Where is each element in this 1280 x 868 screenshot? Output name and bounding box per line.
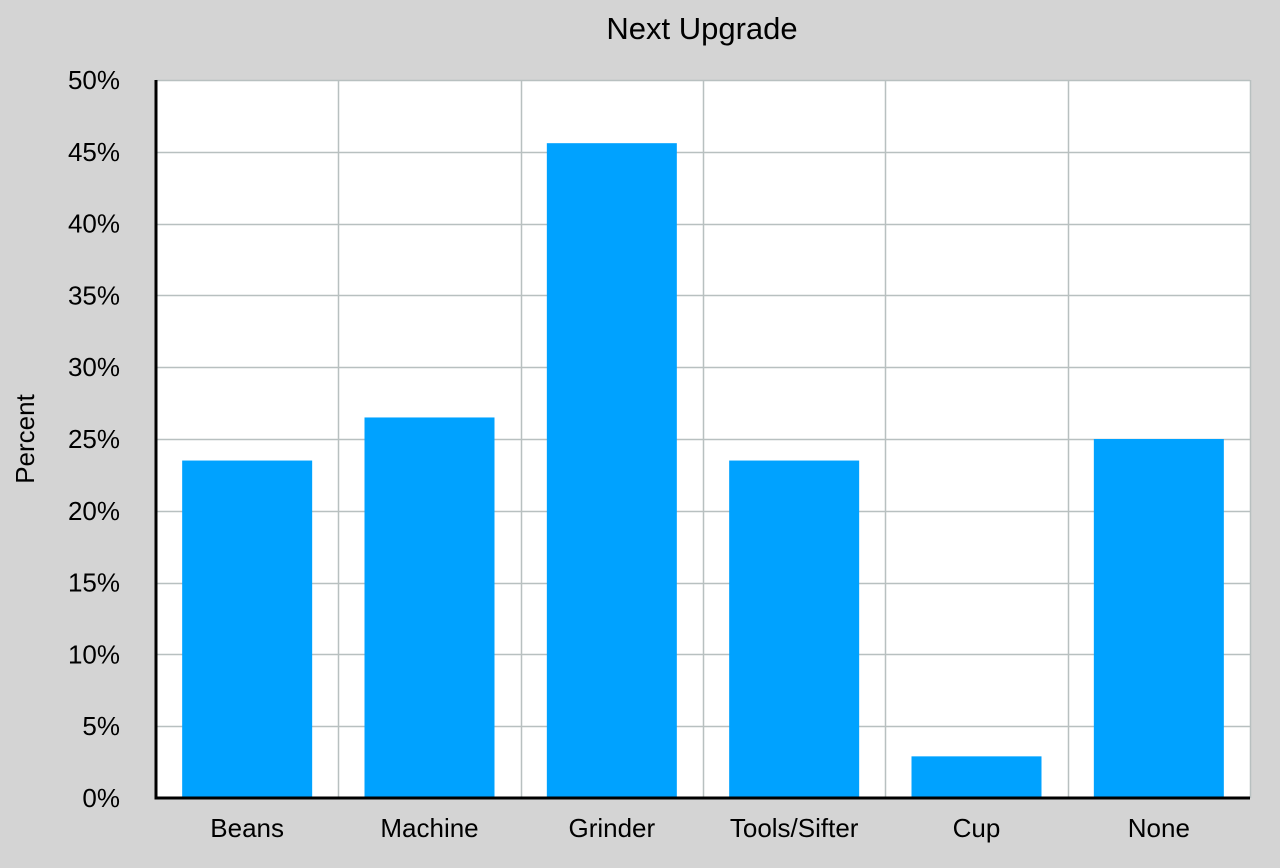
bar-none (1093, 439, 1224, 798)
y-tick-label: 30% (68, 352, 120, 382)
y-axis-label: Percent (10, 393, 40, 483)
y-tick-label: 45% (68, 137, 120, 167)
bar-grinder (546, 143, 677, 798)
bar-tools-sifter (729, 460, 860, 798)
bar-machine (364, 417, 495, 798)
x-category-labels: Beans Machine Grinder Tools/Sifter Cup None (210, 813, 1190, 843)
y-tick-label: 25% (68, 424, 120, 454)
bar-beans (182, 460, 313, 798)
y-tick-label: 35% (68, 280, 120, 310)
y-tick-label: 0% (82, 783, 120, 813)
x-category-label: Beans (210, 813, 284, 843)
y-tick-label: 15% (68, 568, 120, 598)
chart-title: Next Upgrade (606, 11, 797, 46)
bars (182, 143, 1224, 798)
y-tick-label: 40% (68, 209, 120, 239)
grid-lines (156, 79, 1252, 798)
bar-cup (911, 756, 1042, 798)
y-tick-label: 10% (68, 639, 120, 669)
y-tick-label: 20% (68, 496, 120, 526)
y-tick-label: 5% (82, 711, 120, 741)
x-category-label: Tools/Sifter (730, 813, 859, 843)
x-category-label: Cup (953, 813, 1001, 843)
y-tick-label: 50% (68, 65, 120, 95)
y-tick-labels: 0% 5% 10% 15% 20% 25% 30% 35% 40% 45% 50% (68, 65, 120, 813)
x-category-label: None (1128, 813, 1190, 843)
axes (154, 80, 1250, 800)
x-category-label: Grinder (568, 813, 655, 843)
x-category-label: Machine (380, 813, 478, 843)
